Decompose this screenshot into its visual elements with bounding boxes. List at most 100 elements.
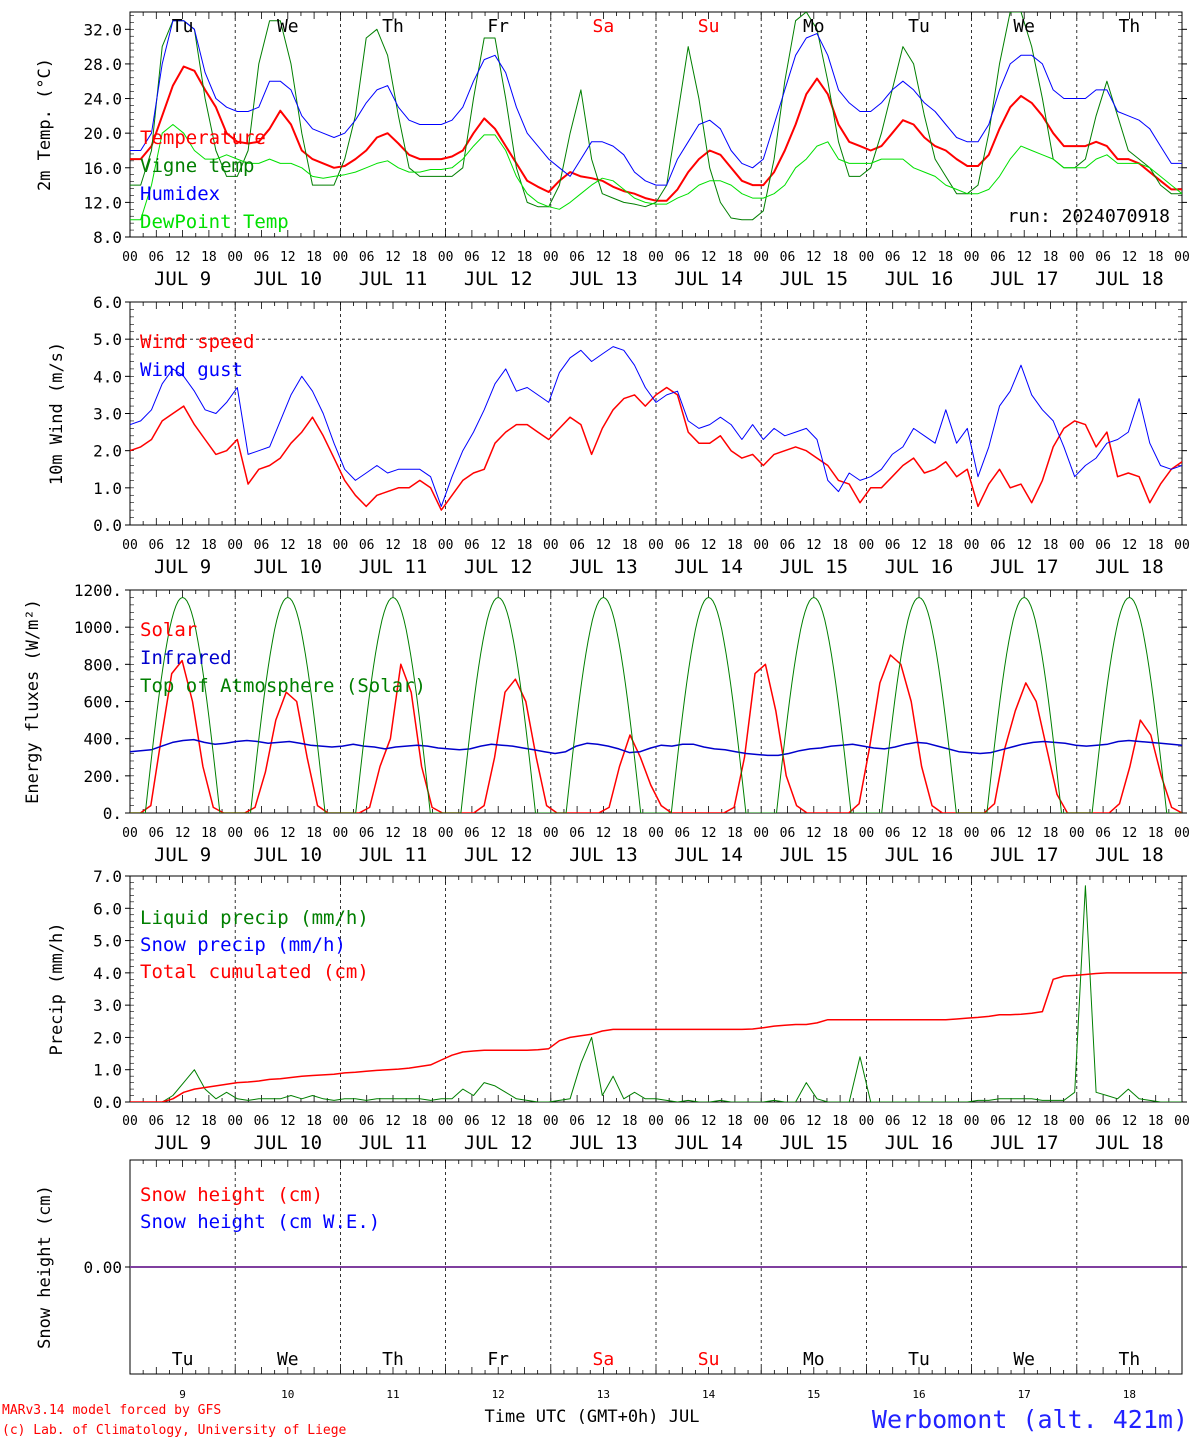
- hour-tick-label: 00: [333, 250, 349, 265]
- hour-tick-label: 00: [1069, 1114, 1085, 1129]
- legend-entry: Humidex: [140, 183, 220, 205]
- hour-tick-label: 18: [517, 250, 533, 265]
- hour-tick-label: 18: [832, 538, 848, 553]
- hour-tick-label: 00: [438, 826, 454, 841]
- y-tick-label: 28.0: [83, 55, 122, 74]
- hour-tick-label: 18: [517, 538, 533, 553]
- hour-tick-label: 12: [1122, 250, 1138, 265]
- day-label: JUL 17: [990, 556, 1059, 578]
- hour-tick-label: 06: [1095, 250, 1111, 265]
- lab-credit: (c) Lab. of Climatology, University of L…: [2, 1423, 347, 1438]
- day-label: JUL 10: [253, 268, 322, 290]
- series-line-humidex: [130, 20, 1182, 186]
- legend-entry: Snow height (cm): [140, 1184, 323, 1206]
- y-tick-label: 400.: [83, 730, 122, 749]
- panel-temp: 8.0 12.0 16.0 20.0 24.0 28.0 32.0 2m Temp. (°C)…: [35, 11, 1190, 290]
- day-label: JUL 14: [674, 844, 743, 866]
- series-group: [130, 12, 1182, 221]
- weekday-label: Mo: [803, 1349, 825, 1370]
- weekday-label: Mo: [803, 16, 825, 37]
- weekday-label: Tu: [172, 1349, 194, 1370]
- day-label: JUL 11: [359, 268, 428, 290]
- hour-tick-label: 00: [543, 1114, 559, 1129]
- hour-tick-label: 18: [727, 826, 743, 841]
- hour-tick-label: 00: [964, 1114, 980, 1129]
- y-tick-label: 7.0: [93, 867, 122, 886]
- hour-tick-label: 00: [438, 538, 454, 553]
- panel-wind: 0.0 1.0 2.0 3.0 4.0 5.0 6.0 10m Wind (m/s) Wind …: [47, 293, 1190, 578]
- plot-frame: [129, 11, 1183, 238]
- series-line-wind-speed: [130, 386, 1182, 511]
- hour-tick-label: 06: [674, 250, 690, 265]
- day-label: JUL 15: [779, 844, 848, 866]
- hour-tick-label: 12: [1122, 826, 1138, 841]
- hour-tick-label: 00: [543, 538, 559, 553]
- hour-tick-label: 12: [596, 538, 612, 553]
- hour-tick-label: 18: [306, 250, 322, 265]
- day-label: JUL 12: [464, 556, 533, 578]
- hour-tick-label: 06: [254, 250, 270, 265]
- y-tick-label: 1.0: [93, 1061, 122, 1080]
- legend-entry: Solar: [140, 619, 197, 641]
- hour-tick-label: 18: [1148, 538, 1164, 553]
- day-label: JUL 17: [990, 1132, 1059, 1154]
- plot-frame: [129, 589, 1183, 814]
- hour-tick-label: 00: [438, 1114, 454, 1129]
- y-tick-label: 6.0: [93, 899, 122, 918]
- hour-tick-label: 06: [148, 1114, 164, 1129]
- weekday-label: Sa: [593, 1349, 615, 1370]
- y-tick-label: 200.: [83, 767, 122, 786]
- day-number-label: 15: [807, 1388, 820, 1401]
- hour-tick-label: 06: [148, 538, 164, 553]
- day-label: JUL 14: [674, 268, 743, 290]
- hour-tick-label: 12: [280, 250, 296, 265]
- day-number-label: 18: [1123, 1388, 1136, 1401]
- weekday-label: Tu: [908, 1349, 930, 1370]
- hour-tick-label: 18: [727, 1114, 743, 1129]
- series-group: [130, 885, 1182, 1102]
- hour-tick-label: 18: [832, 826, 848, 841]
- day-label: JUL 16: [885, 1132, 954, 1154]
- hour-tick-label: 00: [122, 1114, 138, 1129]
- hour-tick-label: 00: [1174, 250, 1190, 265]
- day-label: JUL 12: [464, 844, 533, 866]
- hour-tick-label: 18: [1043, 250, 1059, 265]
- hour-tick-label: 00: [753, 538, 769, 553]
- hour-tick-label: 12: [806, 538, 822, 553]
- y-tick-label: 16.0: [83, 159, 122, 178]
- hour-tick-label: 18: [1148, 1114, 1164, 1129]
- hour-tick-label: 12: [911, 1114, 927, 1129]
- hour-tick-label: 06: [359, 826, 375, 841]
- hour-tick-label: 06: [148, 826, 164, 841]
- hour-tick-label: 00: [859, 826, 875, 841]
- hour-tick-label: 12: [806, 250, 822, 265]
- day-label: JUL 11: [359, 556, 428, 578]
- series-group: [130, 346, 1182, 511]
- station-name: Werbomont (alt. 421m): [872, 1405, 1188, 1434]
- hour-tick-label: 12: [701, 826, 717, 841]
- hour-tick-label: 18: [201, 826, 217, 841]
- y-tick-label: 0.0: [93, 1093, 122, 1112]
- y-tick-label: 1200.: [74, 581, 122, 600]
- hour-tick-label: 00: [964, 826, 980, 841]
- y-tick-label: 6.0: [93, 293, 122, 312]
- hour-tick-label: 18: [201, 538, 217, 553]
- day-label: JUL 11: [359, 844, 428, 866]
- hour-tick-label: 00: [122, 538, 138, 553]
- y-tick-label: 5.0: [93, 932, 122, 951]
- hour-tick-label: 12: [1016, 250, 1032, 265]
- hour-tick-label: 06: [254, 826, 270, 841]
- y-tick-label: 4.0: [93, 964, 122, 983]
- hour-tick-label: 12: [911, 538, 927, 553]
- y-tick-label: 600.: [83, 693, 122, 712]
- y-axis-label: 2m Temp. (°C): [35, 58, 55, 191]
- hour-tick-label: 06: [464, 250, 480, 265]
- hour-tick-label: 12: [1016, 1114, 1032, 1129]
- day-label: JUL 18: [1095, 844, 1164, 866]
- hour-tick-label: 18: [937, 1114, 953, 1129]
- hour-tick-label: 06: [780, 250, 796, 265]
- day-label: JUL 16: [885, 556, 954, 578]
- day-label: JUL 18: [1095, 556, 1164, 578]
